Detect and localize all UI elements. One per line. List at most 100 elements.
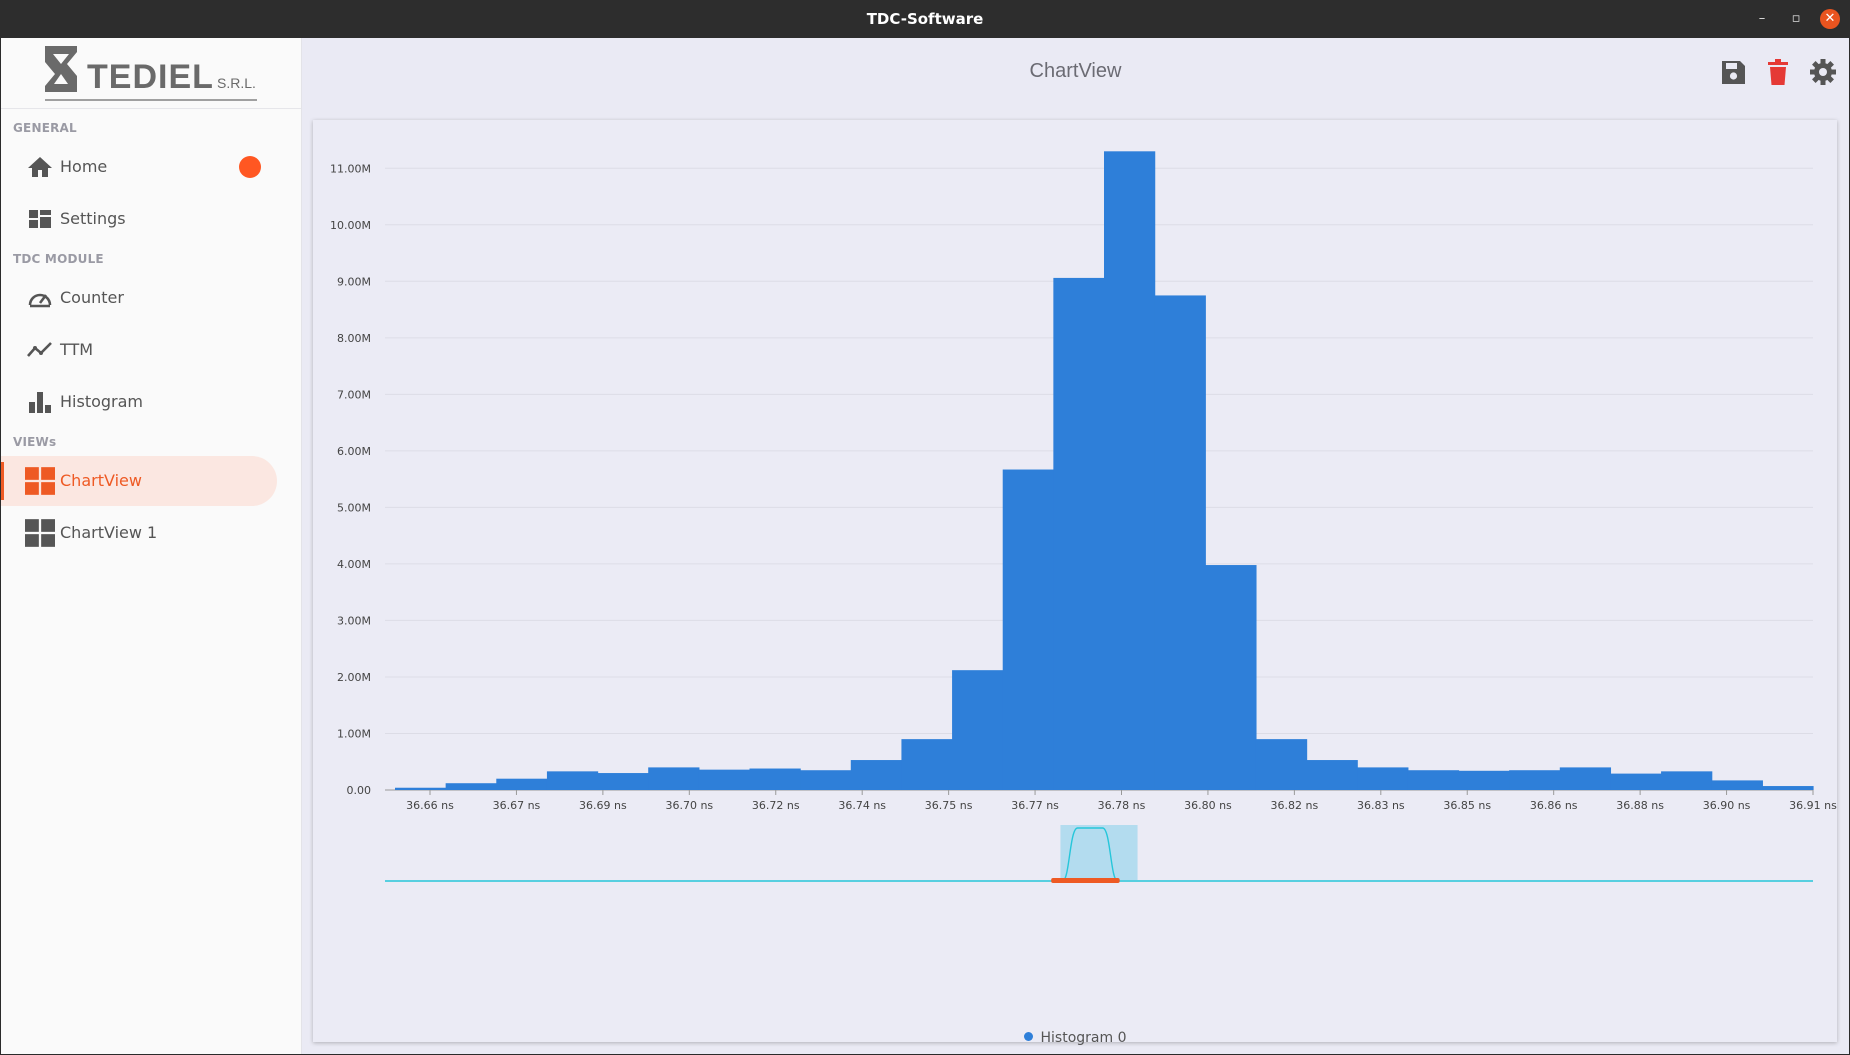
y-tick-label: 11.00M xyxy=(330,162,371,175)
histogram-bar[interactable] xyxy=(952,670,1004,790)
x-tick-label: 36.69 ns xyxy=(579,799,627,812)
histogram-bar[interactable] xyxy=(1762,786,1814,790)
legend-label: Histogram 0 xyxy=(1040,1030,1127,1046)
app-window: TEDIEL S.R.L. GENERAL Home Settings TDC … xyxy=(1,38,1849,1054)
histogram-bar[interactable] xyxy=(1610,773,1662,790)
histogram-bar[interactable] xyxy=(1154,295,1206,790)
x-axis: 36.66 ns 36.67 ns 36.69 ns 36.70 ns 36.72 ns… xyxy=(406,790,1837,812)
svg-text:TEDIEL: TEDIEL xyxy=(87,58,214,96)
histogram-bar[interactable] xyxy=(698,769,751,790)
sidebar-item-label: Counter xyxy=(60,288,124,307)
window-title: TDC-Software xyxy=(866,10,984,28)
tediel-logo: TEDIEL S.R.L. xyxy=(45,46,257,101)
histogram-bar[interactable] xyxy=(800,770,852,790)
notification-badge xyxy=(239,156,261,178)
sidebar-item-home[interactable]: Home xyxy=(1,142,277,192)
histogram-bar[interactable] xyxy=(850,760,903,790)
histogram-bar[interactable] xyxy=(445,783,497,790)
x-tick-label: 36.77 ns xyxy=(1011,799,1059,812)
maximize-button[interactable]: ▫ xyxy=(1791,11,1801,26)
navigator-range-handle[interactable] xyxy=(1051,878,1120,883)
x-tick-label: 36.72 ns xyxy=(752,799,800,812)
settings-dashboard-icon xyxy=(29,210,51,228)
histogram-bar[interactable] xyxy=(901,739,953,790)
histogram-bar[interactable] xyxy=(1255,739,1308,790)
x-tick-label: 36.78 ns xyxy=(1098,799,1146,812)
section-tdc-module: TDC MODULE xyxy=(13,252,104,266)
histogram-bar[interactable] xyxy=(1002,469,1054,790)
histogram-bar[interactable] xyxy=(1661,771,1713,790)
x-tick-label: 36.67 ns xyxy=(493,799,541,812)
sidebar-item-chartview[interactable]: ChartView xyxy=(1,456,277,506)
y-tick-label: 7.00M xyxy=(337,388,371,401)
settings-button[interactable] xyxy=(1809,58,1837,86)
x-tick-label: 36.83 ns xyxy=(1357,799,1405,812)
histogram-bar[interactable] xyxy=(496,778,548,790)
y-tick-label: 1.00M xyxy=(337,727,371,740)
histogram-bar[interactable] xyxy=(1205,565,1257,790)
x-tick-label: 36.74 ns xyxy=(838,799,886,812)
trend-line-icon xyxy=(27,342,52,357)
svg-text:S.R.L.: S.R.L. xyxy=(217,75,256,91)
home-icon xyxy=(28,157,52,177)
histogram-bar[interactable] xyxy=(395,787,447,790)
histogram-bar[interactable] xyxy=(1306,760,1358,790)
y-tick-label: 8.00M xyxy=(337,332,371,345)
close-button[interactable]: ✕ xyxy=(1820,9,1840,29)
histogram-bar[interactable] xyxy=(597,773,649,790)
sidebar-item-label: ChartView 1 xyxy=(60,523,158,542)
y-tick-label: 10.00M xyxy=(330,219,371,232)
histogram-chart[interactable]: 0.00 1.00M 2.00M 3.00M 4.00M 5.00M 6.00M 7.00M 8… xyxy=(313,120,1837,1020)
minimize-button[interactable]: – xyxy=(1758,11,1766,26)
bars xyxy=(395,151,1814,791)
navigator-selection[interactable] xyxy=(1060,825,1138,880)
x-tick-label: 36.75 ns xyxy=(925,799,973,812)
speedometer-icon xyxy=(28,293,52,308)
grid-icon xyxy=(25,519,55,547)
histogram-bar[interactable] xyxy=(749,768,801,790)
navigator-series-line xyxy=(385,827,1813,882)
histogram-bar[interactable] xyxy=(1407,770,1460,790)
sidebar-item-ttm[interactable]: TTM xyxy=(1,325,277,375)
histogram-bar[interactable] xyxy=(1053,277,1105,790)
y-axis: 0.00 1.00M 2.00M 3.00M 4.00M 5.00M 6.00M 7.00M 8… xyxy=(330,162,371,797)
x-tick-label: 36.66 ns xyxy=(406,799,454,812)
sidebar-item-label: Settings xyxy=(60,209,126,228)
sidebar-item-label: TTM xyxy=(60,340,94,359)
x-tick-label: 36.86 ns xyxy=(1530,799,1578,812)
sidebar-item-settings[interactable]: Settings xyxy=(1,194,277,244)
y-tick-label: 5.00M xyxy=(337,501,371,514)
y-tick-label: 0.00 xyxy=(347,784,372,797)
histogram-bar[interactable] xyxy=(546,771,599,790)
histogram-bar[interactable] xyxy=(1357,767,1409,790)
save-button[interactable] xyxy=(1719,58,1747,86)
section-general: GENERAL xyxy=(13,121,77,135)
page-header: ChartView xyxy=(302,38,1849,106)
sidebar-item-histogram[interactable]: Histogram xyxy=(1,377,277,427)
histogram-bar[interactable] xyxy=(1509,770,1561,790)
page-title: ChartView xyxy=(1029,60,1122,82)
sidebar-item-chartview-1[interactable]: ChartView 1 xyxy=(1,508,277,558)
histogram-bar[interactable] xyxy=(1559,767,1612,790)
x-tick-label: 36.88 ns xyxy=(1616,799,1664,812)
x-tick-label: 36.85 ns xyxy=(1443,799,1491,812)
chart-legend[interactable]: Histogram 0 xyxy=(313,1030,1837,1046)
histogram-bar[interactable] xyxy=(1104,151,1156,791)
x-tick-label: 36.90 ns xyxy=(1703,799,1751,812)
trash-icon xyxy=(1768,62,1788,65)
window-title-bar: TDC-Software – ▫ ✕ xyxy=(0,0,1850,38)
range-navigator xyxy=(385,825,1813,883)
histogram-bar[interactable] xyxy=(1711,780,1763,790)
sidebar-item-label: Histogram xyxy=(60,392,143,411)
y-tick-label: 3.00M xyxy=(337,614,371,627)
delete-button[interactable] xyxy=(1764,58,1792,86)
y-tick-label: 9.00M xyxy=(337,275,371,288)
histogram-bar[interactable] xyxy=(648,767,700,790)
histogram-bar[interactable] xyxy=(1458,770,1510,790)
company-logo: TEDIEL S.R.L. xyxy=(1,38,301,109)
y-tick-label: 6.00M xyxy=(337,445,371,458)
chart-card: 0.00 1.00M 2.00M 3.00M 4.00M 5.00M 6.00M 7.00M 8… xyxy=(313,120,1837,1046)
y-tick-label: 4.00M xyxy=(337,558,371,571)
sidebar-item-counter[interactable]: Counter xyxy=(1,273,277,323)
x-tick-label: 36.80 ns xyxy=(1184,799,1232,812)
